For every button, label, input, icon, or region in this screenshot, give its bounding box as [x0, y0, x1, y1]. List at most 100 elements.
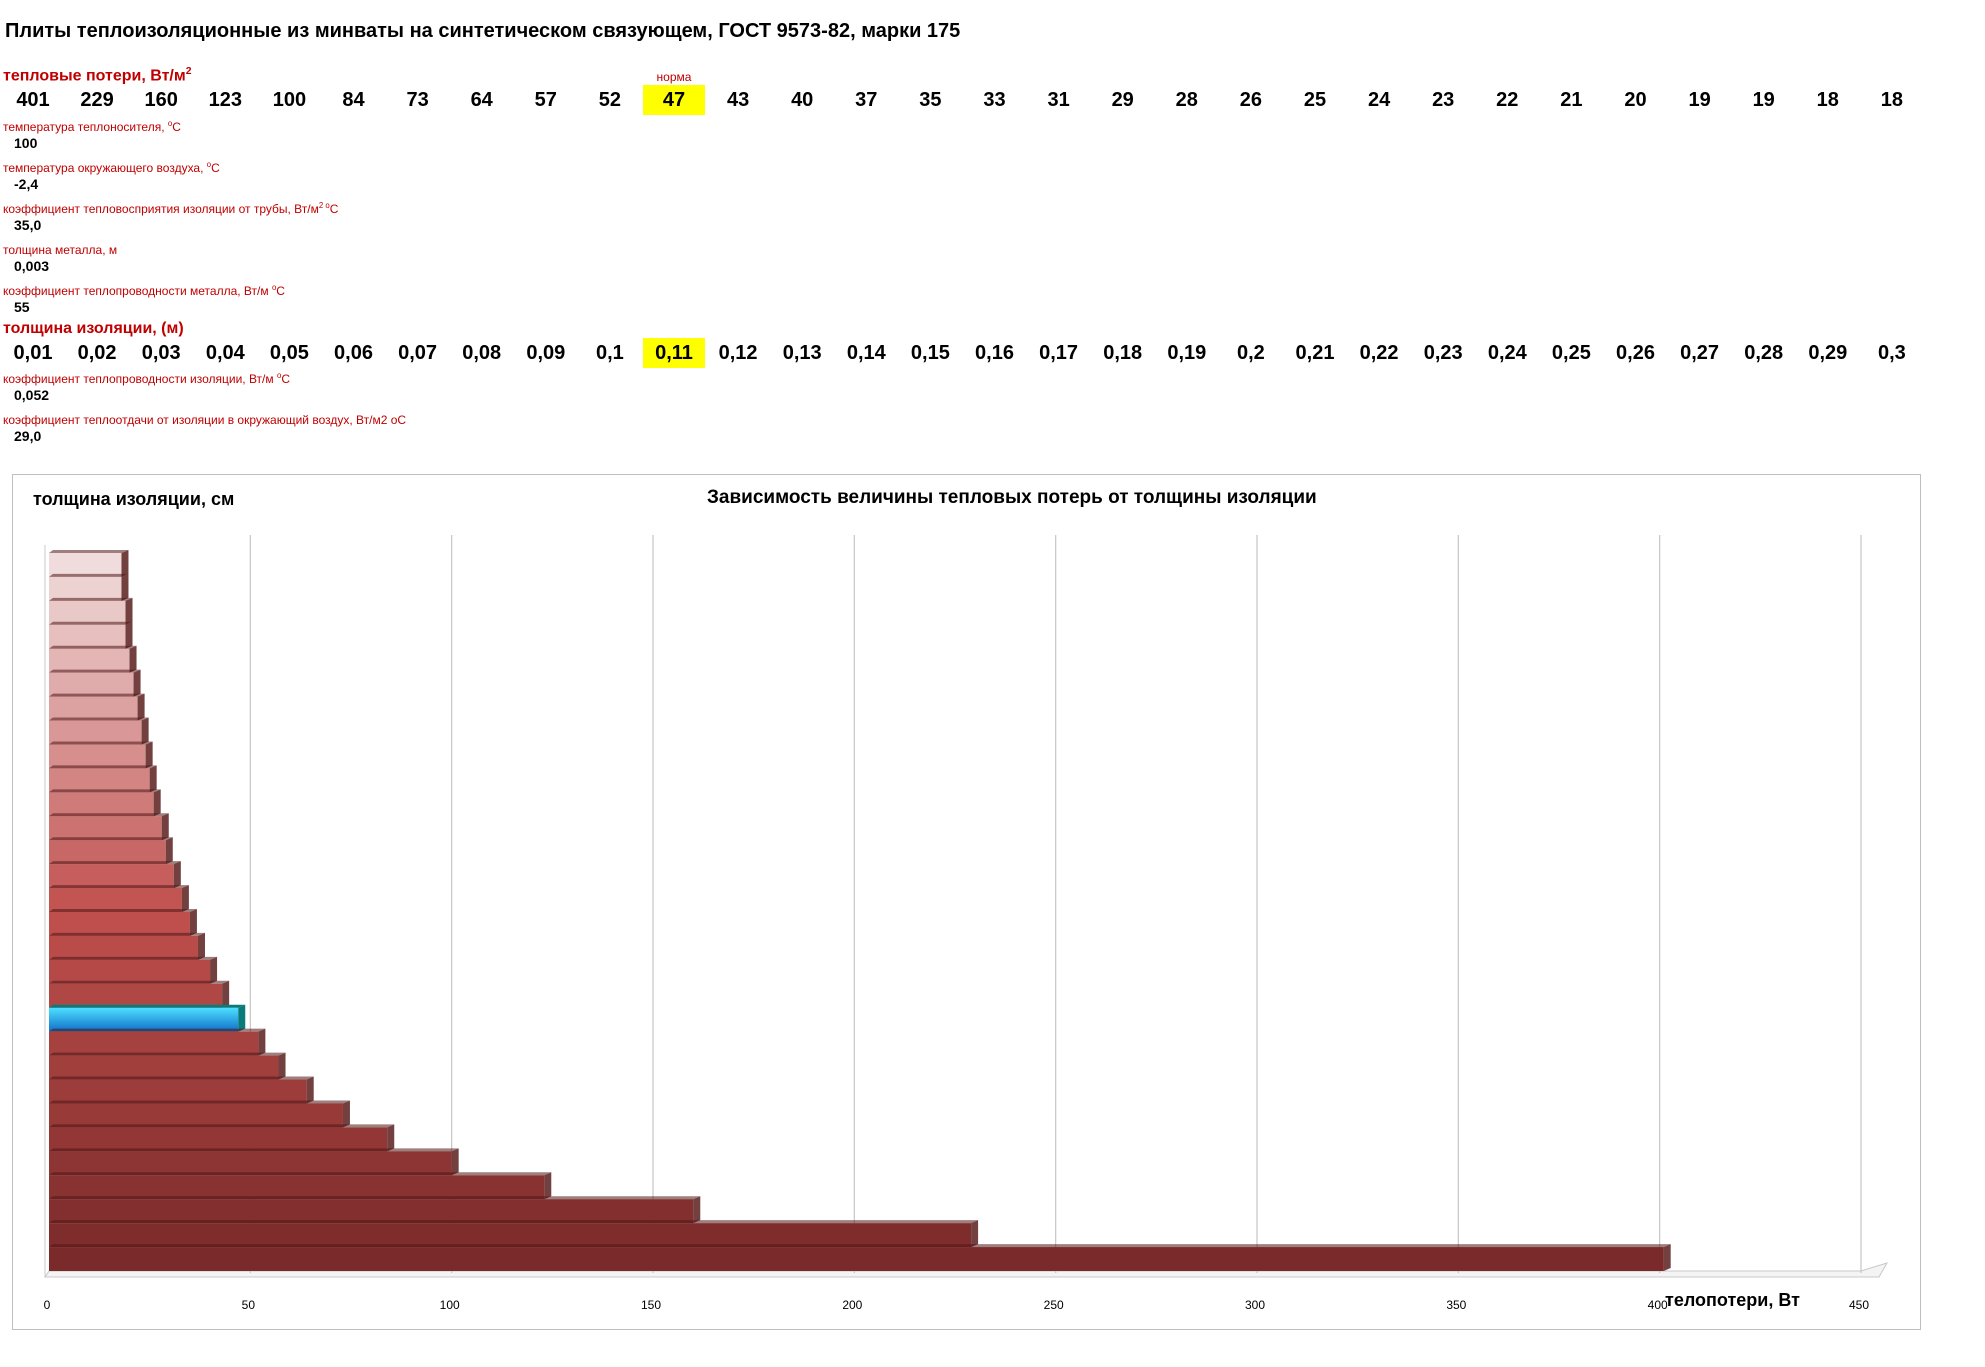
chart-bar-side: [387, 1124, 395, 1152]
heat-loss-cell: 100: [272, 89, 307, 111]
heat-loss-cell: 73: [406, 89, 429, 111]
thickness-cell: 0,11: [643, 338, 705, 368]
chart-bar-side: [141, 717, 149, 745]
chart-bar-side: [258, 1028, 266, 1056]
chart-x-tick-label: 50: [242, 1298, 256, 1312]
chart-bar: [49, 1055, 279, 1080]
chart-bar-top: [49, 837, 173, 841]
chart-bar-top: [49, 765, 157, 769]
chart-bar-top: [49, 741, 153, 745]
chart-bar: [49, 1103, 343, 1128]
heat-loss-cell: 19: [1688, 89, 1711, 111]
chart-bar: [49, 744, 146, 769]
chart-bar-side: [306, 1076, 314, 1104]
thickness-cell: 0,13: [782, 342, 822, 364]
chart-x-tick-label: 400: [1648, 1298, 1668, 1312]
thickness-cell: 0,2: [1236, 342, 1265, 364]
param-value: 0,052: [14, 387, 50, 403]
chart-bar-side: [1663, 1244, 1671, 1271]
thickness-cell: 0,02: [77, 342, 117, 364]
heat-loss-cell: 19: [1752, 89, 1775, 111]
chart-bar: [49, 576, 122, 601]
thickness-cell: 0,25: [1551, 342, 1591, 364]
thickness-cell: 0,08: [462, 342, 502, 364]
chart-bar-top: [49, 645, 137, 649]
chart-bar-side: [278, 1052, 286, 1080]
heat-loss-cell: 35: [919, 89, 942, 111]
thickness-cell: 0,16: [975, 342, 1014, 364]
chart-bar-side: [210, 956, 218, 984]
heat-loss-cell: 25: [1303, 89, 1327, 111]
chart-bar-side: [121, 573, 129, 601]
thickness-cell: 0,24: [1487, 342, 1527, 364]
chart-bar-highlight: [49, 1007, 239, 1032]
thickness-cell: 0,03: [141, 342, 181, 364]
heat-loss-cell: 20: [1624, 89, 1647, 111]
thickness-cell: 0,26: [1616, 342, 1655, 364]
heat-loss-cell: 21: [1560, 89, 1583, 111]
thickness-cell: 0,15: [910, 342, 950, 364]
heat-loss-cell: 43: [726, 89, 750, 111]
param-label: температура окружающего воздуха, oC: [3, 160, 220, 175]
chart-bar-side: [189, 909, 197, 936]
heat-loss-cell: 47: [643, 85, 705, 115]
chart-bar: [49, 1175, 545, 1200]
chart-x-tick-label: 150: [641, 1298, 661, 1312]
chart-bar-top: [49, 956, 218, 960]
chart-bar-top: [49, 1052, 286, 1056]
chart-bar: [49, 553, 122, 577]
chart-bar-side: [133, 669, 141, 697]
param-value: 29,0: [14, 428, 42, 444]
thickness-label: толщина изоляции, (м): [3, 320, 184, 337]
heat-loss-cell: 22: [1496, 89, 1519, 111]
thickness-cell: 0,05: [269, 342, 309, 364]
chart-bar: [49, 624, 126, 649]
thickness-cell: 0,04: [205, 342, 245, 364]
thickness-cell: 0,22: [1359, 342, 1399, 364]
chart-bar: [49, 935, 198, 960]
chart-bar-top: [49, 1076, 314, 1080]
chart-bar-top: [49, 597, 133, 601]
chart-bar: [49, 888, 182, 912]
heat-loss-cell: 52: [598, 89, 622, 111]
thickness-cell: 0,06: [334, 342, 373, 364]
heat-loss-cell: 29: [1111, 89, 1134, 111]
heat-loss-label: тепловые потери, Вт/м2: [3, 66, 192, 85]
chart-bar: [49, 792, 154, 817]
chart-bar-top: [49, 885, 189, 889]
thickness-cell: 0,12: [718, 342, 758, 364]
heat-loss-cell: 160: [144, 89, 178, 111]
heat-loss-cell: 18: [1880, 89, 1904, 111]
thickness-cell: 0,01: [13, 342, 53, 364]
heat-loss-cell: 84: [342, 89, 365, 111]
param-label: коэффициент тепловосприятия изоляции от …: [3, 201, 339, 216]
param-value: 55: [14, 299, 30, 315]
chart-bar-top: [49, 1244, 1671, 1248]
chart-bar-top: [49, 717, 149, 721]
chart-bar-top: [49, 1148, 459, 1152]
chart-bar-top: [49, 932, 205, 936]
heat-loss-cell: 28: [1175, 89, 1198, 111]
param-value: -2,4: [14, 176, 39, 192]
chart-bar-top: [49, 573, 129, 577]
chart-bar: [49, 864, 174, 889]
chart-bar-top: [49, 693, 145, 697]
chart-bar: [49, 1127, 388, 1152]
chart-bar-side: [165, 837, 173, 865]
chart-bar-top: [49, 1124, 395, 1128]
chart-bar-top: [49, 1028, 266, 1032]
thickness-cell: 0,28: [1744, 342, 1784, 364]
page-title: Плиты теплоизоляционные из минваты на си…: [5, 20, 961, 42]
chart-bar-top: [49, 1100, 350, 1104]
param-label: коэффициент теплопроводности металла, Вт…: [3, 283, 285, 298]
chart-x-axis-label: телопотери, Вт: [1665, 1290, 1800, 1310]
thickness-cell: 0,18: [1103, 342, 1143, 364]
heat-loss-cell: 64: [470, 89, 493, 111]
chart-title: Зависимость величины тепловых потерь от …: [707, 487, 1317, 508]
chart-bar-top: [49, 909, 197, 912]
chart-bar: [49, 816, 162, 841]
thickness-cell: 0,14: [846, 342, 886, 364]
heat-loss-cell: 229: [80, 89, 114, 111]
chart-bar-top: [49, 1196, 701, 1200]
